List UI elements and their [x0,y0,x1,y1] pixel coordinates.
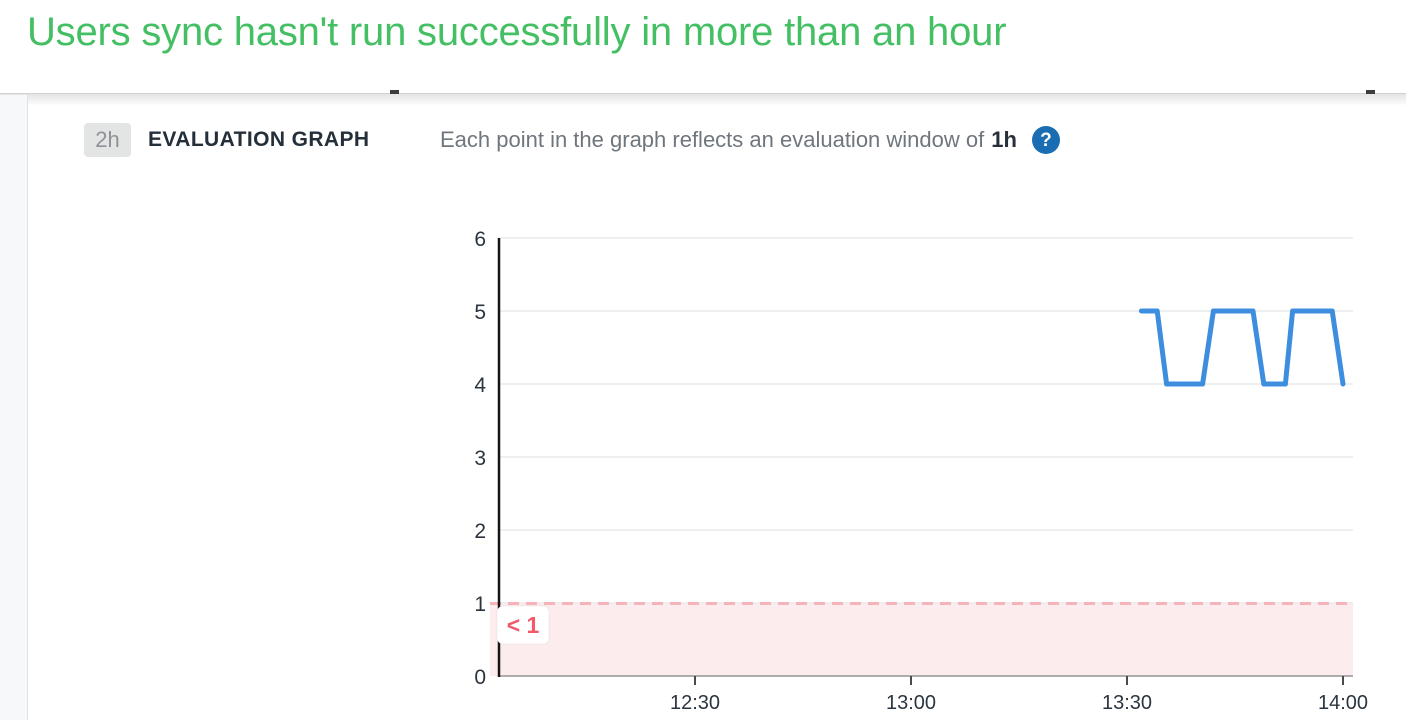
evaluation-description-text: Each point in the graph reflects an eval… [440,127,985,152]
left-rail [0,95,28,720]
threshold-violation-region [490,603,1353,676]
y-tick-label: 3 [474,447,486,470]
series-line-evaluation-result [1138,308,1346,387]
y-tick-label: 1 [474,593,486,616]
page-header: Users sync hasn't run successfully in mo… [0,0,1406,94]
threshold-label: < 1 [507,612,540,638]
header-shadow [0,94,1406,106]
y-tick-label: 0 [474,666,486,689]
y-tick-label: 5 [474,301,486,324]
divider-notch [1366,90,1375,94]
evaluation-window-value: 1h [991,127,1017,152]
evaluation-chart: 0 1 2 3 4 5 6 12:30 13:00 13:30 14:00 < 1 [474,228,1368,714]
y-tick-label: 6 [474,228,486,251]
evaluation-chart-container: 0 1 2 3 4 5 6 12:30 13:00 13:30 14:00 < 1 [430,220,1406,720]
y-tick-label: 2 [474,520,486,543]
evaluation-description: Each point in the graph reflects an eval… [440,123,1060,157]
x-tick-label: 13:00 [886,692,936,714]
threshold-label-badge [496,605,550,645]
evaluation-graph-label: EVALUATION GRAPH [148,128,370,151]
help-question-icon[interactable]: ? [1031,126,1060,154]
divider-notch [390,90,399,94]
evaluation-window-badge: 2h [84,123,131,157]
y-tick-label: 4 [474,374,486,397]
x-tick-label: 12:30 [670,692,720,714]
x-tick-label: 13:30 [1102,692,1152,714]
page-title: Users sync hasn't run successfully in mo… [27,10,1007,54]
x-tick-label: 14:00 [1318,692,1368,714]
